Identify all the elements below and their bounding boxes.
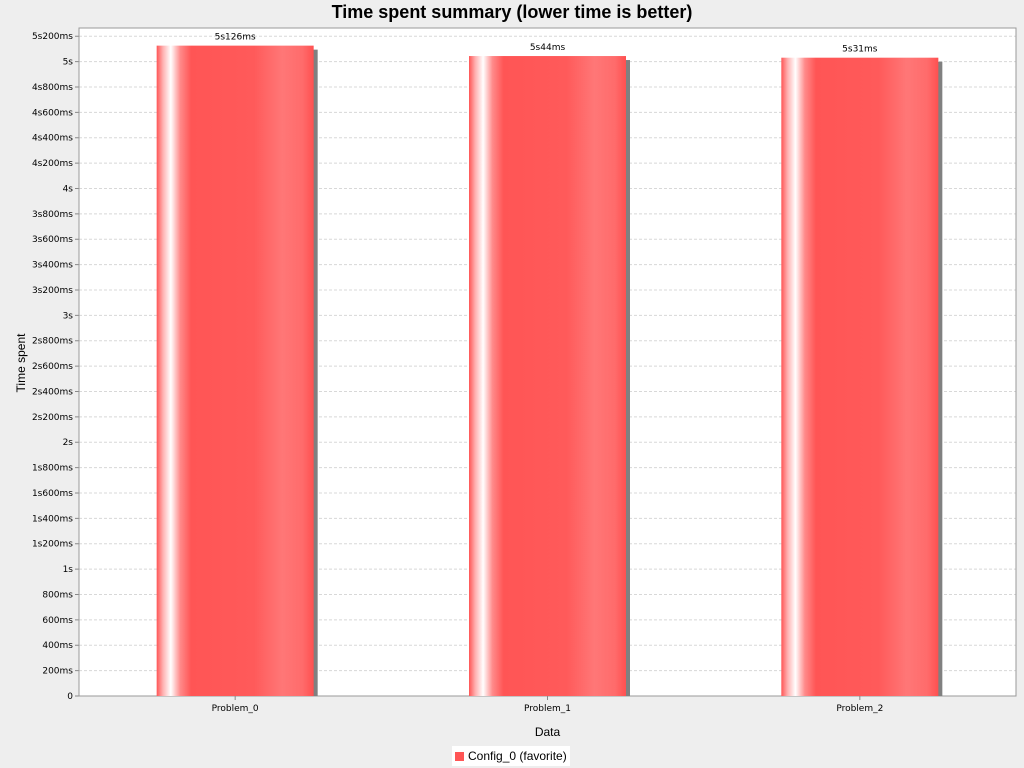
bar-value-label: 5s31ms — [842, 45, 878, 55]
y-tick-label: 2s200ms — [32, 413, 73, 423]
bar-value-label: 5s44ms — [530, 43, 566, 53]
y-tick-label: 3s800ms — [32, 210, 73, 220]
y-tick-label: 4s800ms — [32, 83, 73, 93]
legend-swatch — [455, 751, 464, 761]
y-tick-label: 0 — [67, 692, 73, 702]
y-tick-label: 5s — [63, 58, 74, 68]
y-tick-label: 3s400ms — [32, 261, 73, 271]
y-tick-label: 1s200ms — [32, 540, 73, 550]
y-tick-label: 2s — [63, 438, 74, 448]
bar — [469, 56, 626, 697]
y-tick-label: 1s800ms — [32, 464, 73, 474]
y-tick-label: 4s200ms — [32, 159, 73, 169]
y-tick-label: 4s400ms — [32, 134, 73, 144]
x-tick-label: Problem_1 — [524, 704, 571, 714]
y-tick-label: 1s600ms — [32, 489, 73, 499]
y-tick-label: 800ms — [42, 590, 73, 600]
bar — [781, 57, 939, 696]
y-tick-label: 600ms — [42, 616, 73, 626]
bar — [156, 45, 314, 697]
y-tick-label: 2s800ms — [32, 337, 73, 347]
chart-title: Time spent summary (lower time is better… — [331, 2, 693, 22]
y-tick-label: 200ms — [42, 667, 73, 677]
x-axis-label: Data — [534, 725, 561, 739]
y-tick-label: 4s — [63, 184, 74, 194]
y-tick-label: 400ms — [42, 641, 73, 651]
y-tick-label: 2s400ms — [32, 387, 73, 397]
x-tick-label: Problem_2 — [836, 704, 883, 714]
y-tick-label: 4s600ms — [32, 108, 73, 118]
y-tick-label: 3s600ms — [32, 235, 73, 245]
y-tick-label: 5s200ms — [32, 32, 73, 42]
y-tick-label: 1s400ms — [32, 514, 73, 524]
y-tick-label: 2s600ms — [32, 362, 73, 372]
bar-value-label: 5s126ms — [215, 33, 256, 43]
y-tick-label: 1s — [63, 565, 74, 575]
x-tick-label: Problem_0 — [212, 704, 259, 714]
y-tick-label: 3s200ms — [32, 286, 73, 296]
legend-label: Config_0 (favorite) — [468, 749, 567, 763]
legend: Config_0 (favorite) — [452, 746, 570, 766]
y-tick-label: 3s — [63, 311, 74, 321]
